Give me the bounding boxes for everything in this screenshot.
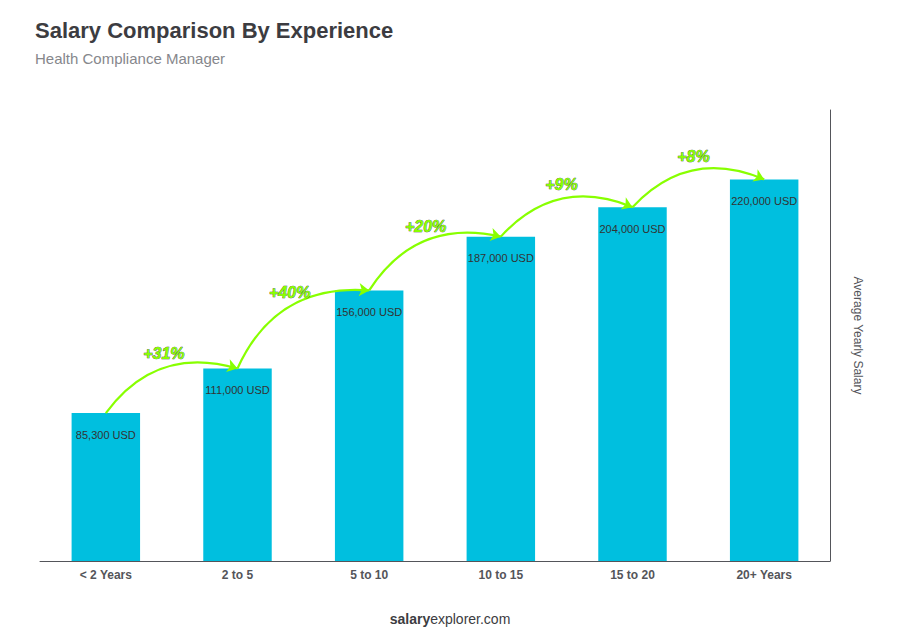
svg-text:20+ Years: 20+ Years [736, 568, 792, 582]
svg-text:+9%: +9% [545, 176, 577, 193]
svg-text:Average Yearly Salary: Average Yearly Salary [851, 277, 865, 395]
svg-text:15 to 20: 15 to 20 [610, 568, 655, 582]
svg-text:< 2 Years: < 2 Years [80, 568, 132, 582]
svg-text:156,000 USD: 156,000 USD [336, 306, 402, 318]
svg-text:explorer.com: explorer.com [430, 611, 510, 627]
svg-text:salary: salary [390, 611, 431, 627]
svg-text:220,000 USD: 220,000 USD [731, 195, 797, 207]
svg-text:111,000 USD: 111,000 USD [205, 384, 269, 396]
svg-text:Health Compliance Manager: Health Compliance Manager [35, 50, 225, 67]
svg-text:Salary Comparison By Experienc: Salary Comparison By Experience [35, 18, 393, 43]
svg-text:+8%: +8% [677, 148, 709, 165]
svg-text:204,000 USD: 204,000 USD [599, 223, 665, 235]
svg-text:85,300 USD: 85,300 USD [76, 429, 136, 441]
svg-text:+31%: +31% [143, 345, 184, 362]
svg-text:+20%: +20% [405, 218, 446, 235]
svg-text:+40%: +40% [269, 284, 310, 301]
svg-text:2 to 5: 2 to 5 [222, 568, 254, 582]
svg-text:5 to 10: 5 to 10 [350, 568, 388, 582]
svg-text:187,000 USD: 187,000 USD [468, 252, 534, 264]
svg-text:10 to 15: 10 to 15 [478, 568, 523, 582]
